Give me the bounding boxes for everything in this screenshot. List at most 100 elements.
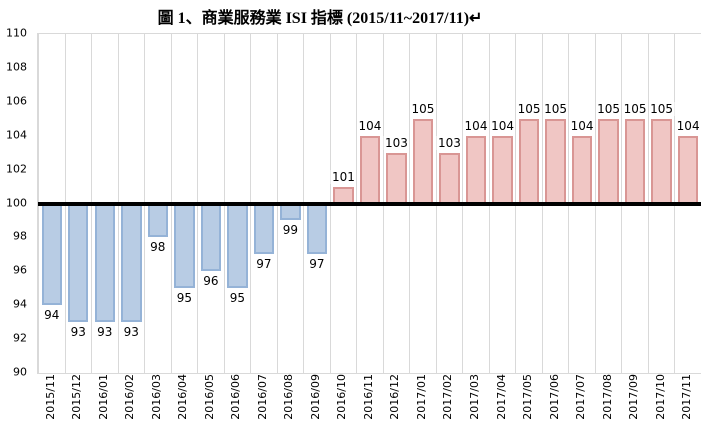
- bar: [651, 118, 672, 204]
- category-column: 104: [356, 34, 383, 373]
- bar-value-label: 93: [96, 325, 114, 340]
- bar: [677, 135, 699, 204]
- bar: [571, 135, 593, 204]
- bar: [412, 118, 434, 204]
- y-tick-label: 90: [13, 365, 27, 379]
- bar: [147, 203, 169, 238]
- x-tick-cell: 2016/03: [143, 374, 170, 432]
- x-tick-label: 2016/05: [202, 374, 216, 420]
- x-tick-cell: 2017/03: [461, 374, 488, 432]
- bar-value-label: 105: [649, 101, 675, 116]
- x-tick-label: 2016/11: [361, 374, 375, 420]
- x-tick-cell: 2017/08: [594, 374, 621, 432]
- x-tick-cell: 2017/11: [673, 374, 700, 432]
- x-tick-label: 2016/06: [229, 374, 243, 420]
- x-tick-label: 2017/06: [547, 374, 561, 420]
- x-tick-cell: 2017/02: [435, 374, 462, 432]
- x-tick-label: 2016/04: [176, 374, 190, 420]
- bar: [492, 135, 513, 204]
- x-axis: 2015/11 2015/12 2016/01 2016/02 2016/03 2016/…: [37, 374, 700, 432]
- plot-area: 94 93 93 93 98 95 96 95 97 99 97 101 104 103 105 103 104…: [37, 33, 701, 374]
- bar-value-label: 105: [543, 101, 568, 116]
- x-tick-label: 2017/02: [441, 374, 455, 420]
- x-tick-cell: 2017/05: [514, 374, 541, 432]
- x-tick-label: 2016/10: [335, 374, 349, 420]
- y-tick-label: 100: [6, 196, 27, 209]
- y-axis: 110 108 106 104 102 100 98 96 94 92 90: [0, 28, 31, 378]
- bar-value-label: 104: [675, 118, 701, 133]
- bar: [518, 118, 540, 204]
- x-tick-cell: 2015/12: [64, 374, 91, 432]
- bar: [545, 118, 566, 204]
- x-tick-cell: 2016/04: [170, 374, 197, 432]
- bar-value-label: 105: [516, 101, 542, 116]
- x-tick-cell: 2016/05: [196, 374, 223, 432]
- x-tick-cell: 2017/07: [567, 374, 594, 432]
- x-tick-label: 2017/03: [468, 374, 481, 420]
- bar-value-label: 99: [281, 223, 300, 238]
- x-tick-label: 2016/02: [123, 374, 137, 420]
- x-tick-label: 2016/07: [255, 374, 269, 420]
- bar: [624, 118, 646, 204]
- x-tick-cell: 2016/09: [302, 374, 329, 432]
- x-tick-label: 2016/03: [149, 374, 163, 420]
- bar-value-label: 94: [43, 308, 61, 323]
- bar: [41, 203, 62, 306]
- y-tick-label: 94: [13, 297, 27, 311]
- category-column: 93: [64, 34, 92, 373]
- bar-value-label: 105: [622, 101, 648, 116]
- x-tick-cell: 2016/10: [329, 374, 356, 432]
- bar-value-label: 104: [357, 118, 383, 133]
- y-tick-label: 92: [13, 331, 27, 345]
- x-tick-label: 2016/12: [388, 374, 402, 420]
- y-tick-label: 98: [13, 229, 27, 243]
- x-tick-label: 2015/12: [70, 374, 84, 420]
- y-tick-label: 102: [6, 162, 27, 176]
- bar: [359, 135, 381, 204]
- bar: [386, 152, 407, 204]
- x-tick-cell: 2016/08: [276, 374, 303, 432]
- bar: [439, 152, 460, 204]
- y-tick-label: 108: [6, 60, 27, 74]
- y-tick-label: 106: [6, 94, 27, 108]
- bar: [68, 203, 89, 323]
- bar-value-label: 95: [175, 291, 193, 306]
- x-tick-cell: 2016/12: [382, 374, 409, 432]
- x-tick-label: 2016/01: [96, 374, 110, 420]
- bar-value-label: 103: [384, 135, 409, 150]
- x-tick-cell: 2015/11: [37, 374, 64, 432]
- x-tick-cell: 2017/01: [408, 374, 435, 432]
- bar-value-label: 95: [228, 291, 246, 306]
- bar-value-label: 97: [255, 257, 273, 272]
- baseline-100: [38, 201, 701, 206]
- x-tick-label: 2017/01: [414, 374, 428, 420]
- x-tick-label: 2016/09: [308, 374, 322, 420]
- x-tick-cell: 2017/06: [541, 374, 568, 432]
- x-tick-cell: 2016/07: [249, 374, 276, 432]
- bar: [121, 203, 142, 323]
- x-tick-label: 2017/11: [680, 374, 694, 420]
- x-tick-cell: 2016/01: [90, 374, 117, 432]
- x-tick-label: 2017/04: [494, 374, 508, 420]
- x-tick-cell: 2017/10: [647, 374, 674, 432]
- y-tick-label: 104: [6, 128, 27, 142]
- bar-value-label: 103: [437, 135, 462, 150]
- x-tick-cell: 2017/04: [488, 374, 515, 432]
- x-tick-label: 2017/09: [627, 374, 641, 420]
- bar-value-label: 104: [463, 118, 489, 133]
- x-tick-label: 2017/07: [574, 374, 588, 420]
- bar: [306, 203, 328, 255]
- bar: [227, 203, 248, 289]
- chart-title: 圖 1、商業服務業 ISI 指標 (2015/11~2017/11)↵: [157, 10, 483, 27]
- x-tick-cell: 2016/02: [117, 374, 144, 432]
- bar-value-label: 97: [308, 257, 326, 272]
- x-tick-label: 2016/08: [282, 374, 296, 420]
- x-tick-cell: 2016/06: [223, 374, 250, 432]
- x-tick-label: 2017/08: [600, 374, 614, 420]
- y-tick-label: 110: [6, 26, 27, 40]
- bar: [253, 203, 275, 255]
- x-tick-label: 2017/05: [521, 374, 535, 420]
- bar-value-label: 105: [596, 101, 622, 116]
- category-column: 94: [38, 34, 65, 373]
